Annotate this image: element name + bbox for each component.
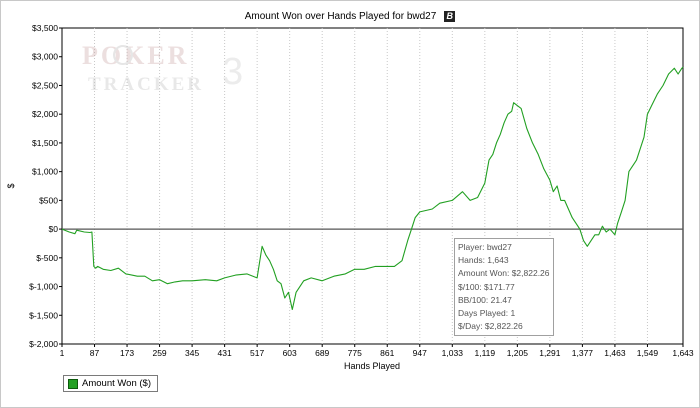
- svg-text:TRACKER: TRACKER: [88, 74, 204, 95]
- svg-text:POKER: POKER: [82, 41, 189, 70]
- x-tick-label: 947: [413, 348, 427, 358]
- y-axis-ticks: $-2,000 $-1,500 $-1,000 $-500 $0 $500 $1,000 $1…: [29, 23, 62, 349]
- series-line-amount-won: [61, 66, 684, 311]
- x-tick-label: 1,205: [507, 348, 529, 358]
- x-tick-label: 775: [348, 348, 362, 358]
- svg-text:3: 3: [222, 51, 243, 93]
- y-tick-label: $-2,000: [29, 339, 58, 349]
- plot-area: [61, 27, 684, 345]
- x-tick-label: 861: [380, 348, 394, 358]
- x-tick-label: 173: [120, 348, 134, 358]
- x-tick-label: 1,033: [442, 348, 464, 358]
- x-tick-label: 431: [218, 348, 232, 358]
- x-axis-label: Hands Played: [344, 361, 400, 371]
- legend-swatch: [68, 378, 78, 389]
- x-tick-label: 603: [283, 348, 297, 358]
- y-tick-label: $-1,000: [29, 282, 58, 292]
- y-tick-label: $1,000: [32, 167, 58, 177]
- y-tick-label: $0: [49, 224, 59, 234]
- x-tick-label: 1,463: [604, 348, 626, 358]
- stats-per-100: $/100: $171.77: [458, 281, 515, 292]
- y-tick-label: $500: [39, 195, 58, 205]
- chart-title: Amount Won over Hands Played for bwd27: [244, 10, 437, 22]
- x-tick-label: 1: [60, 348, 65, 358]
- chart-title-row: Amount Won over Hands Played for bwd27 B: [0, 8, 700, 24]
- x-tick-label: 259: [152, 348, 166, 358]
- x-tick-label: 517: [250, 348, 264, 358]
- x-tick-label: 87: [90, 348, 100, 358]
- x-tick-label: 1,291: [539, 348, 561, 358]
- x-tick-label: 1,377: [572, 348, 594, 358]
- bb-toggle-badge[interactable]: B: [444, 10, 456, 22]
- y-tick-label: $-500: [36, 253, 58, 263]
- stats-bb-per-100: BB/100: 21.47: [458, 294, 512, 305]
- stats-tooltip: Player: bwd27 Hands: 1,643 Amount Won: $…: [454, 238, 554, 337]
- y-tick-label: $2,000: [32, 109, 58, 119]
- x-tick-label: 689: [315, 348, 329, 358]
- stats-days-played: Days Played: 1: [458, 308, 516, 319]
- stats-amount-won: Amount Won: $2,822.26: [458, 268, 550, 279]
- y-tick-label: $3,000: [32, 52, 58, 62]
- stats-player: Player: bwd27: [458, 242, 512, 252]
- x-axis-ticks: 1 87 173 259 345 431 517 603 689 775 861 947 1,033 1,…: [60, 344, 694, 358]
- y-axis-label: $: [6, 183, 16, 188]
- legend-label: Amount Won ($): [82, 378, 151, 389]
- stats-hands: Hands: 1,643: [458, 255, 509, 266]
- x-tick-label: 1,119: [475, 348, 496, 358]
- y-tick-label: $1,500: [32, 138, 58, 148]
- y-tick-label: $3,500: [32, 23, 58, 33]
- chart-legend[interactable]: Amount Won ($): [63, 375, 158, 392]
- x-tick-label: 1,549: [637, 348, 659, 358]
- pokertracker-logo: POKER TRACKER 3: [82, 41, 243, 95]
- stats-per-day: $/Day: $2,822.26: [458, 321, 523, 332]
- y-tick-label: $2,500: [32, 80, 58, 90]
- x-tick-label: 1,643: [672, 348, 694, 358]
- y-tick-label: $-1,500: [29, 310, 58, 320]
- x-tick-label: 345: [185, 348, 199, 358]
